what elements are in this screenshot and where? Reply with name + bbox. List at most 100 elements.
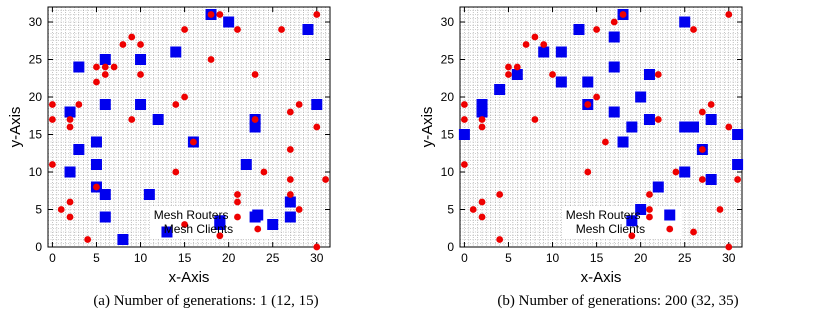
mesh-router-point	[223, 16, 235, 28]
legend-marker-client	[254, 225, 262, 233]
mesh-router-point	[732, 159, 744, 170]
legend-label-1: Mesh Clients	[576, 222, 645, 236]
legend-box	[561, 206, 682, 239]
mesh-client-point	[49, 116, 56, 123]
mesh-client-point	[690, 228, 697, 236]
mesh-client-point	[128, 116, 136, 123]
mesh-client-point	[584, 101, 592, 108]
mesh-router-point	[573, 24, 585, 35]
mesh-client-point	[505, 71, 512, 78]
mesh-router-point	[732, 129, 744, 140]
mesh-client-point	[49, 161, 56, 168]
mesh-router-point	[679, 16, 691, 28]
mesh-client-point	[478, 198, 486, 206]
mesh-client-point	[49, 101, 56, 108]
mesh-client-point	[234, 213, 241, 221]
scatter-chart-b: 0 5 10 15 20 25 30 0 5 10 15 20 25 30 x-Axis y-Axis Mesh…	[419, 6, 744, 286]
mesh-client-point	[716, 206, 724, 213]
mesh-client-point	[610, 18, 618, 26]
mesh-client-point	[93, 63, 100, 71]
x-tick-label: 20	[634, 251, 648, 265]
mesh-router-point	[170, 46, 182, 58]
mesh-client-point	[57, 206, 65, 213]
mesh-router-point	[64, 106, 76, 118]
mesh-router-point	[90, 159, 102, 170]
mesh-router-point	[73, 144, 85, 155]
mesh-router-point	[643, 114, 655, 125]
mesh-router-point	[679, 121, 691, 133]
mesh-client-point	[181, 221, 188, 228]
x-axis-title: x-Axis	[169, 269, 210, 286]
y-tick-label: 25	[441, 53, 455, 67]
mesh-router-point	[284, 196, 296, 208]
mesh-client-point	[172, 168, 180, 176]
mesh-router-point	[688, 121, 700, 133]
mesh-client-point	[286, 191, 294, 198]
x-tick-label: 10	[134, 251, 148, 265]
mesh-client-point	[251, 116, 259, 123]
mesh-router-point	[73, 61, 85, 73]
x-tick-label: 10	[546, 251, 560, 265]
mesh-router-point	[538, 46, 550, 58]
mesh-router-point	[582, 76, 594, 88]
mesh-client-point	[207, 11, 215, 18]
y-tick-label: 0	[447, 240, 454, 254]
mesh-router-point	[311, 99, 323, 110]
mesh-client-point	[725, 11, 733, 18]
x-tick-label: 15	[178, 251, 192, 265]
plot-frame	[459, 6, 743, 248]
mesh-client-point	[313, 11, 321, 18]
chart-caption-a: (a) Number of generations: 1 (12, 15)	[93, 293, 319, 309]
mesh-client-point	[461, 161, 468, 168]
mesh-client-point	[295, 206, 303, 213]
mesh-client-point	[725, 123, 733, 131]
mesh-client-point	[84, 236, 92, 243]
mesh-router-point	[608, 31, 620, 43]
mesh-client-point	[654, 116, 662, 123]
mesh-client-point	[93, 78, 100, 86]
mesh-router-point	[643, 69, 655, 80]
mesh-client-point	[234, 191, 241, 198]
mesh-client-point	[734, 176, 741, 183]
mesh-client-point	[286, 176, 294, 183]
mesh-client-point	[672, 168, 680, 176]
mesh-client-point	[478, 213, 486, 221]
mesh-router-point	[635, 204, 647, 215]
x-tick-label: 0	[461, 251, 468, 265]
mesh-client-point	[461, 116, 468, 123]
y-tick-label: 20	[441, 90, 455, 104]
mesh-client-point	[128, 33, 136, 41]
legend-label-0: Mesh Routers	[566, 208, 641, 222]
mesh-router-point	[99, 189, 111, 200]
mesh-client-point	[119, 41, 127, 48]
mesh-client-point	[101, 63, 109, 71]
mesh-client-point	[496, 236, 504, 243]
mesh-router-point	[652, 181, 664, 193]
mesh-client-point	[75, 101, 83, 108]
mesh-router-point	[555, 76, 567, 88]
mesh-client-point	[584, 168, 592, 176]
series-mesh-clients	[49, 11, 329, 251]
mesh-client-point	[522, 41, 530, 48]
mesh-client-point	[251, 71, 259, 78]
x-tick-label: 30	[722, 251, 736, 265]
legend-marker-router	[664, 209, 676, 221]
mesh-client-point	[513, 63, 521, 71]
mesh-router-point	[99, 54, 111, 65]
mesh-client-point	[505, 63, 512, 71]
mesh-client-point	[66, 213, 74, 221]
series-mesh-clients	[461, 11, 741, 251]
mesh-router-point	[626, 215, 638, 227]
mesh-router-point	[143, 189, 155, 200]
mesh-client-point	[172, 101, 180, 108]
mesh-router-point	[64, 166, 76, 178]
mesh-client-point	[137, 41, 144, 48]
mesh-client-point	[549, 71, 556, 78]
legend-marker-router	[252, 209, 264, 221]
mesh-client-point	[260, 168, 268, 176]
mesh-router-point	[494, 84, 506, 95]
y-tick-label: 20	[29, 90, 43, 104]
mesh-router-point	[476, 106, 488, 118]
mesh-router-point	[249, 121, 261, 133]
mesh-client-point	[654, 71, 662, 78]
